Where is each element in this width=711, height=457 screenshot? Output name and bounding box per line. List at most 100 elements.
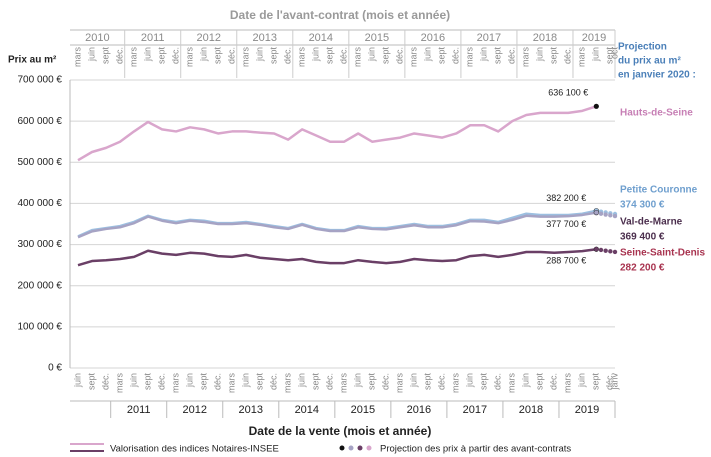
x-tick-label: déc. xyxy=(100,373,110,390)
x-tick-label: sept xyxy=(142,373,152,391)
x-year-label: 2013 xyxy=(239,404,263,416)
top-tick-label: sept xyxy=(212,47,222,65)
top-tick-label: déc. xyxy=(283,47,293,64)
projection-point xyxy=(608,213,613,218)
top-tick-label: juin xyxy=(198,47,208,62)
series-line xyxy=(77,209,597,238)
legend-swatch xyxy=(348,445,354,451)
annotation: du prix au m² xyxy=(618,56,681,67)
x-tick-label: sept xyxy=(311,373,321,391)
x-tick-label: juin xyxy=(128,373,138,388)
x-tick-label: déc. xyxy=(381,373,391,390)
x-tick-label: déc. xyxy=(605,373,615,390)
x-tick-label: juin xyxy=(353,373,363,388)
top-year-label: 2012 xyxy=(197,32,221,44)
top-tick-label: mars xyxy=(409,47,419,67)
x-tick-label: juin xyxy=(521,373,531,388)
x-tick-label: sept xyxy=(479,373,489,391)
annotation: Projection xyxy=(618,42,667,53)
top-tick-label: sept xyxy=(325,47,335,65)
top-year-label: 2010 xyxy=(85,32,109,44)
top-year-label: 2017 xyxy=(477,32,501,44)
x-axis-title: Date de la vente (mois et année) xyxy=(249,424,432,438)
top-tick-label: mars xyxy=(465,47,475,67)
x-tick-label: mars xyxy=(339,373,349,393)
top-tick-label: sept xyxy=(156,47,166,65)
series-label: Seine-Saint-Denis xyxy=(620,248,705,259)
top-tick-label: juin xyxy=(591,47,601,62)
x-tick-label: mars xyxy=(114,373,124,393)
x-year-label: 2018 xyxy=(519,404,543,416)
x-tick-label: sept xyxy=(254,373,264,391)
top-year-label: 2019 xyxy=(582,32,606,44)
value-label: 288 700 € xyxy=(546,256,586,266)
x-tick-label: déc. xyxy=(325,373,335,390)
x-tick-label: déc. xyxy=(268,373,278,390)
x-tick-label: juin xyxy=(184,373,194,388)
x-tick-label: déc. xyxy=(437,373,447,390)
top-tick-label: déc. xyxy=(507,47,517,64)
y-tick-label: 400 000 € xyxy=(18,198,63,209)
projection-point xyxy=(598,211,604,216)
top-tick-label: oct xyxy=(609,47,619,60)
top-year-label: 2011 xyxy=(141,32,165,44)
value-label: 636 100 € xyxy=(548,88,588,98)
legend-label: Projection des prix à partir des avant-c… xyxy=(380,444,571,455)
top-tick-label: déc. xyxy=(563,47,573,64)
x-tick-label: mars xyxy=(451,373,461,393)
top-tick-label: déc. xyxy=(170,47,180,64)
top-tick-label: juin xyxy=(423,47,433,62)
x-tick-label: mars xyxy=(395,373,405,393)
x-tick-label: sept xyxy=(535,373,545,391)
y-tick-label: 200 000 € xyxy=(18,280,63,291)
top-year-label: 2014 xyxy=(309,32,333,44)
x-tick-label: déc. xyxy=(156,373,166,390)
series-label: Val-de-Marne xyxy=(620,217,683,228)
projection-label: 369 400 € xyxy=(620,232,665,243)
y-tick-label: 500 000 € xyxy=(18,157,63,168)
value-label: 382 200 € xyxy=(546,193,586,203)
top-tick-label: sept xyxy=(268,47,278,65)
projection-point xyxy=(612,213,618,219)
top-year-label: 2018 xyxy=(533,32,557,44)
value-label: 377 700 € xyxy=(546,219,586,229)
x-tick-label: déc. xyxy=(549,373,559,390)
x-tick-label: sept xyxy=(367,373,377,391)
series-line xyxy=(77,105,597,162)
top-year-label: 2013 xyxy=(253,32,277,44)
top-tick-label: juin xyxy=(254,47,264,62)
top-tick-label: sept xyxy=(437,47,447,65)
chart-title: Date de l'avant-contrat (mois et année) xyxy=(230,8,450,22)
x-tick-label: déc. xyxy=(212,373,222,390)
x-year-label: 2012 xyxy=(182,404,206,416)
top-tick-label: sept xyxy=(549,47,559,65)
projection-label: 282 200 € xyxy=(620,263,665,274)
x-tick-label: mars xyxy=(563,373,573,393)
top-tick-label: sept xyxy=(100,47,110,65)
top-year-label: 2015 xyxy=(365,32,389,44)
x-tick-label: juin xyxy=(240,373,250,388)
projection-point xyxy=(594,247,599,252)
x-tick-label: sept xyxy=(198,373,208,391)
annotation: en janvier 2020 : xyxy=(618,70,696,81)
top-tick-label: juin xyxy=(479,47,489,62)
x-tick-label: juin xyxy=(577,373,587,388)
y-tick-label: 600 000 € xyxy=(18,116,63,127)
top-tick-label: mars xyxy=(521,47,531,67)
series-label: Petite Couronne xyxy=(620,185,698,196)
y-tick-label: 0 € xyxy=(48,363,62,374)
projection-point xyxy=(612,249,618,255)
top-tick-label: juin xyxy=(142,47,152,62)
x-tick-label: sept xyxy=(591,373,601,391)
x-tick-label: mars xyxy=(507,373,517,393)
legend-swatch xyxy=(366,445,372,451)
series-label: Hauts-de-Seine xyxy=(620,108,693,119)
top-tick-label: juin xyxy=(367,47,377,62)
y-tick-label: 300 000 € xyxy=(18,239,63,250)
x-year-label: 2015 xyxy=(351,404,375,416)
x-tick-label: sept xyxy=(86,373,96,391)
top-tick-label: déc. xyxy=(339,47,349,64)
top-tick-label: sept xyxy=(605,47,615,65)
legend-label: Valorisation des indices Notaires-INSEE xyxy=(110,444,279,455)
